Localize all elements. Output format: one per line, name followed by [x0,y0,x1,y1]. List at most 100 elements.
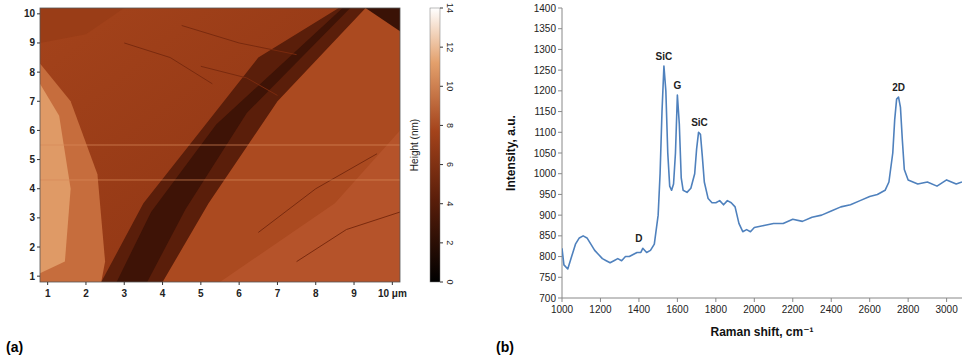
afm-ground [40,8,400,282]
peak-label: SiC [656,51,673,62]
corner [366,8,400,31]
x-tick [200,282,201,285]
peak-label: SiC [691,117,708,128]
x-tick-label: 6 [236,288,242,299]
x-tick-label: 2400 [820,304,843,315]
x-tick-label: 1000 [551,304,574,315]
y-tick [558,132,562,133]
y-tick [558,153,562,154]
x-tick [239,282,240,285]
y-tick [37,159,40,160]
y-tick [558,90,562,91]
afm-image [40,8,400,282]
y-tick-label: 700 [539,293,556,304]
x-tick-label: 2000 [743,304,766,315]
colorbar-tick-label: 2 [445,240,455,245]
x-axis-title: Raman shift, cm⁻¹ [710,325,813,339]
x-tick [946,298,947,302]
scan-line [40,145,400,146]
y-tick-label: 6 [29,125,35,136]
afm-panel: 12345678910 μm1234567891002468101214Heig… [6,3,455,355]
y-tick-label: 1200 [534,85,557,96]
y-tick [37,101,40,102]
colorbar-tick [440,164,443,165]
colorbar-tick [440,47,443,48]
colorbar-title: Height (nm) [409,119,420,171]
x-tick-label: 2 [83,288,89,299]
x-tick-label: 1400 [628,304,651,315]
terrace-region [220,130,400,282]
x-tick [908,298,909,302]
spectrum-line [562,66,962,269]
x-tick-label: 9 [351,288,357,299]
peak-label: D [635,233,642,244]
x-tick-label: 7 [275,288,281,299]
terrace-step [182,25,297,54]
y-tick [37,188,40,189]
colorbar-tick [440,203,443,204]
figure: 12345678910 μm1234567891002468101214Heig… [0,0,975,362]
x-tick [392,282,393,285]
colorbar-tick [440,86,443,87]
colorbar-tick-label: 0 [445,279,455,284]
x-tick-label: 5 [198,288,204,299]
scan-line [40,179,400,180]
terrace-step [258,154,377,233]
x-tick-label: 8 [313,288,319,299]
x-tick-label: 1600 [666,304,689,315]
image-frame [40,8,400,282]
y-tick [558,235,562,236]
x-tick-label: 2800 [897,304,920,315]
colorbar-tick-label: 14 [445,3,455,13]
y-tick-label: 1100 [534,127,556,138]
x-tick-label: 2200 [782,304,805,315]
y-tick-label: 4 [29,183,35,194]
y-tick-label: 5 [29,154,35,165]
x-tick [354,282,355,285]
y-tick [558,28,562,29]
raman-panel: 1000120014001600180020002200240026002800… [496,3,962,356]
x-tick-label: 4 [160,288,166,299]
y-tick-label: 10 [24,8,36,19]
x-tick-label: 3000 [935,304,958,315]
y-tick-label: 7 [29,96,35,107]
x-tick [562,298,563,302]
colorbar-tick [440,125,443,126]
x-tick [124,282,125,285]
y-tick [37,247,40,248]
y-tick-label: 9 [29,37,35,48]
x-tick [715,298,716,302]
y-tick [558,8,562,9]
y-tick-label: 1250 [534,65,557,76]
colorbar-tick-label: 4 [445,201,455,206]
x-tick [162,282,163,285]
y-tick-label: 8 [29,67,35,78]
x-axis [562,298,962,299]
colorbar-tick-label: 8 [445,123,455,128]
x-tick [754,298,755,302]
top-left [40,8,124,43]
x-tick [792,298,793,302]
y-tick-label: 1 [29,271,35,282]
y-tick [37,42,40,43]
y-tick [558,173,562,174]
y-tick [558,256,562,257]
ridge [40,63,105,282]
colorbar-tick-label: 12 [445,42,455,52]
y-tick-label: 3 [29,212,35,223]
x-tick [85,282,86,285]
terrace-step [297,212,400,262]
colorbar-tick [440,282,443,283]
peak-label: 2D [892,82,905,93]
y-tick-label: 1400 [534,3,557,14]
x-tick [638,298,639,302]
y-tick-label: 2 [29,242,35,253]
colorbar-tick-label: 10 [445,81,455,91]
colorbar-tick [440,8,443,9]
colorbar-tick-label: 6 [445,162,455,167]
y-tick [37,276,40,277]
y-tick [37,217,40,218]
y-tick-label: 1150 [534,106,556,117]
x-tick-label: 1 [45,288,51,299]
y-tick-label: 750 [539,272,556,283]
